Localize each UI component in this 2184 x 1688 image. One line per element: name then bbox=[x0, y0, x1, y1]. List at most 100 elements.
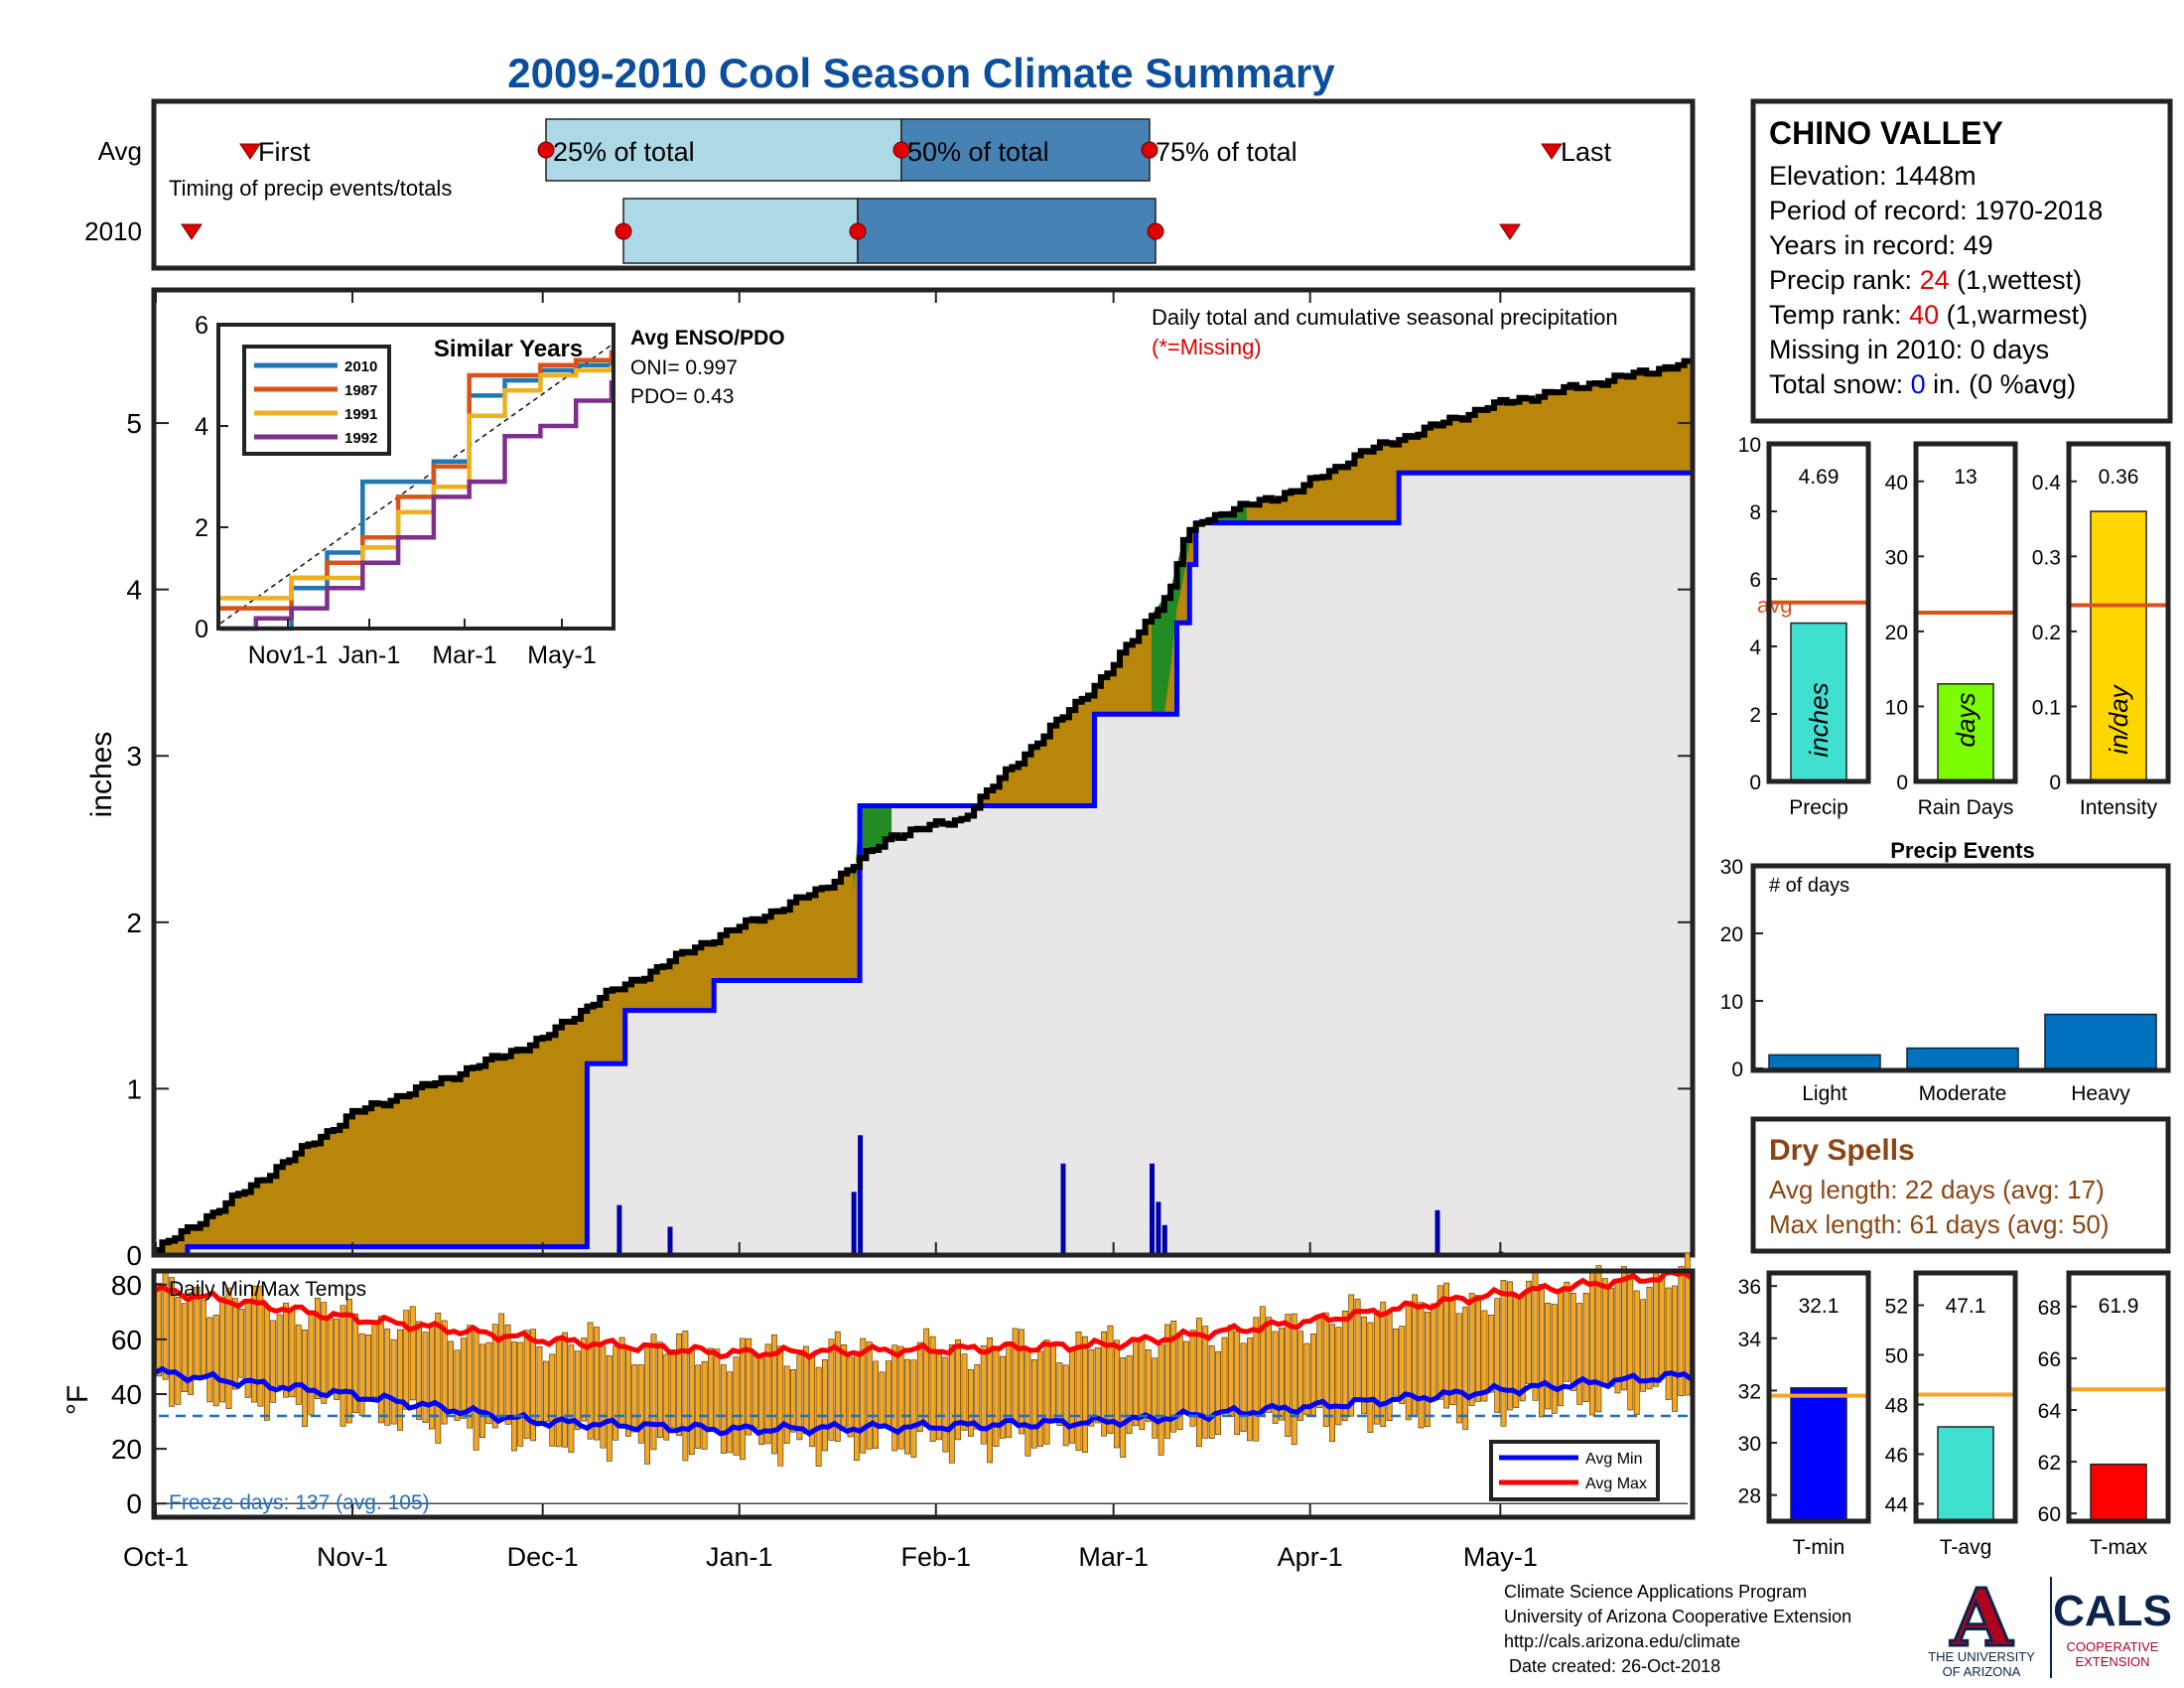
daily-temp-bar bbox=[498, 1313, 505, 1418]
daily-temp-bar bbox=[212, 1315, 219, 1407]
daily-temp-bar bbox=[308, 1314, 315, 1416]
events-bar-moderate bbox=[1906, 1047, 2019, 1069]
daily-temp-bar bbox=[644, 1345, 650, 1465]
main-panel-frame bbox=[151, 287, 1696, 1258]
temp-legend: Avg Min Avg Max bbox=[1489, 1440, 1660, 1501]
daily-temp-bar bbox=[1500, 1280, 1507, 1427]
daily-temp-bar bbox=[1202, 1326, 1209, 1439]
daily-temp-bar bbox=[295, 1325, 302, 1405]
mini-panel-y-tick-label: 0 bbox=[2049, 772, 2061, 794]
dry-spells-title: Dry Spells bbox=[1769, 1134, 1915, 1167]
avg-max-temp-line bbox=[154, 1269, 1693, 1360]
inset-y-tick-label: 6 bbox=[195, 312, 208, 340]
daily-temp-bar bbox=[1297, 1331, 1303, 1421]
inset-legend-label-2010: 2010 bbox=[344, 358, 377, 375]
daily-temp-bar bbox=[1348, 1294, 1355, 1417]
oni-value: ONI= 0.997 bbox=[630, 356, 738, 379]
daily-temp-bar bbox=[1158, 1344, 1164, 1456]
daily-temp-bar bbox=[822, 1359, 828, 1452]
mini-panel-t-avg: 44 46 48 50 52 47.1 T-avg bbox=[1885, 1270, 2018, 1559]
daily-temp-bar bbox=[904, 1358, 910, 1455]
daily-temp-bar bbox=[1279, 1328, 1285, 1421]
inset-x-tick-label: May-1 bbox=[527, 641, 596, 669]
daily-temp-bar bbox=[232, 1298, 238, 1390]
daily-temp-bar bbox=[555, 1336, 562, 1448]
mini-panel-t-max: 60 62 64 66 68 61.9 T-max bbox=[2038, 1270, 2171, 1559]
inset-series-2010 bbox=[220, 359, 614, 632]
daily-temp-bar bbox=[397, 1329, 403, 1431]
daily-temp-bar bbox=[1455, 1313, 1462, 1424]
daily-temp-bar bbox=[1519, 1296, 1526, 1402]
footer-line-1: Climate Science Applications Program bbox=[1504, 1582, 1807, 1602]
timing-panel-frame bbox=[151, 98, 1696, 271]
events-category-label: Light bbox=[1802, 1082, 1847, 1105]
daily-temp-bar bbox=[1659, 1275, 1666, 1378]
mini-panel-bar-unit: days bbox=[1951, 693, 1980, 748]
avg-75pct-marker bbox=[1141, 141, 1159, 159]
daily-temp-bar bbox=[1494, 1298, 1501, 1413]
mini-panel-avg-label: avg bbox=[1757, 593, 1792, 618]
daily-temp-bar bbox=[1640, 1299, 1646, 1392]
mini-panel-bar-unit: in/day bbox=[2104, 683, 2133, 754]
university-of-arizona-logo: A THE UNIVERSITY OF ARIZONA bbox=[1928, 1570, 2035, 1680]
mini-panel-frame bbox=[1766, 1270, 1871, 1524]
daily-temp-bar bbox=[1589, 1271, 1595, 1416]
precip-events-title: Precip Events bbox=[1890, 838, 2035, 863]
daily-temp-bar bbox=[1107, 1325, 1114, 1434]
daily-temp-bar bbox=[1380, 1302, 1387, 1427]
daily-temp-bar bbox=[600, 1345, 607, 1449]
daily-temp-bar bbox=[1582, 1293, 1589, 1403]
daily-temp-bar bbox=[967, 1369, 974, 1437]
daily-temp-bar bbox=[581, 1337, 588, 1422]
daily-temp-bar bbox=[624, 1346, 631, 1437]
average-cumulative-line bbox=[156, 470, 1691, 1258]
mini-panel-value-label: 32.1 bbox=[1799, 1295, 1840, 1318]
first-marker-label: First bbox=[258, 137, 311, 167]
daily-temp-bar bbox=[873, 1360, 879, 1450]
station-years: Years in record: 49 bbox=[1769, 230, 1993, 260]
mini-panel-bar bbox=[1937, 1426, 1994, 1522]
daily-temp-bar bbox=[1443, 1282, 1449, 1409]
daily-temp-bar bbox=[929, 1336, 936, 1442]
daily-temp-bar bbox=[618, 1336, 625, 1428]
daily-temp-bar bbox=[340, 1305, 346, 1427]
temp-legend-frame bbox=[1489, 1440, 1660, 1501]
x-tick-label: Feb-1 bbox=[901, 1542, 972, 1572]
timing-2010-25-50-box bbox=[622, 198, 859, 264]
daily-precip-bar bbox=[858, 1135, 864, 1255]
mini-panel-category-label: Precip bbox=[1789, 796, 1848, 819]
daily-temp-bar bbox=[1019, 1329, 1024, 1435]
daily-temp-bar bbox=[1526, 1280, 1532, 1384]
daily-temp-bar bbox=[1272, 1331, 1279, 1424]
precip-events-panel: Precip Events 0 10 20 30 Light Moderate Heavy… bbox=[1720, 838, 2171, 1105]
avg-25pct-marker bbox=[537, 141, 555, 159]
mini-panel-frame bbox=[2066, 441, 2171, 784]
daily-temp-bar bbox=[549, 1353, 556, 1447]
events-category-label: Moderate bbox=[1919, 1082, 2007, 1105]
daily-temp-bar bbox=[377, 1316, 384, 1424]
daily-temp-bar bbox=[714, 1348, 721, 1431]
mini-panel-y-tick-label: 4 bbox=[1749, 636, 1761, 659]
daily-temp-bar bbox=[1354, 1299, 1361, 1400]
temp-y-tick-label: 80 bbox=[111, 1270, 142, 1301]
daily-temp-bar bbox=[1043, 1339, 1050, 1445]
temp-y-tick-label: 40 bbox=[111, 1379, 142, 1410]
daily-temp-bar bbox=[1240, 1342, 1247, 1433]
mini-panel-category-label: T-max bbox=[2090, 1536, 2148, 1559]
daily-temp-bar bbox=[987, 1337, 993, 1464]
daily-temp-bar bbox=[1393, 1329, 1399, 1397]
daily-temp-bar bbox=[403, 1310, 410, 1410]
events-panel-frame bbox=[1750, 863, 2171, 1073]
mini-panel-frame bbox=[1913, 1270, 2018, 1524]
footer-line-2: University of Arizona Cooperative Extens… bbox=[1504, 1607, 1851, 1626]
mini-panel-y-tick-label: 66 bbox=[2038, 1348, 2061, 1371]
daily-temp-bar bbox=[727, 1371, 734, 1454]
daily-temp-bar bbox=[156, 1283, 163, 1377]
timing-subtitle: Timing of precip events/totals bbox=[169, 176, 452, 201]
mini-panel-y-tick-label: 10 bbox=[1738, 434, 1761, 457]
mini-panel-frame bbox=[1766, 441, 1871, 784]
main-y-tick-label: 5 bbox=[126, 408, 142, 439]
daily-temp-bar bbox=[1227, 1325, 1234, 1417]
temp-y-tick-label: 20 bbox=[111, 1434, 142, 1465]
inset-y-tick-label: 0 bbox=[195, 616, 208, 643]
